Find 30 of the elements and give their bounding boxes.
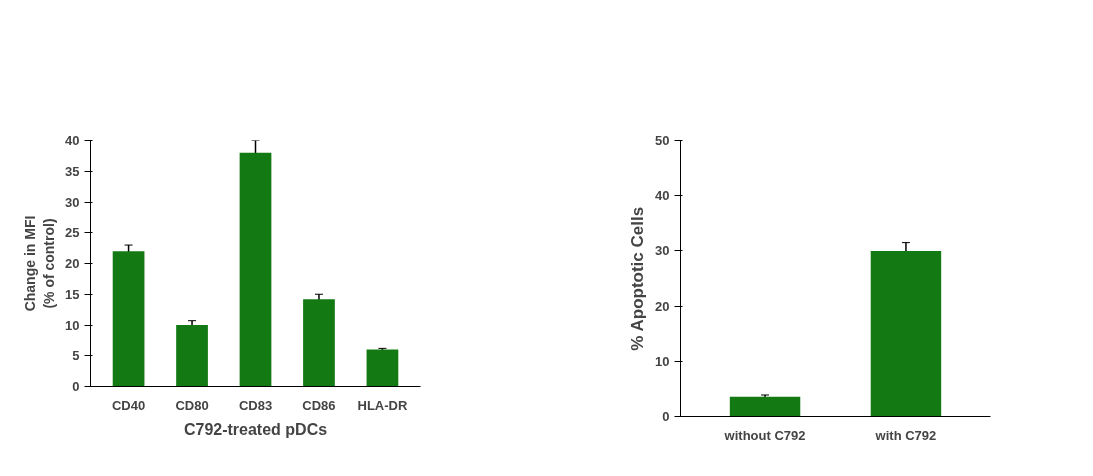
y-tick-label: 40 — [655, 188, 670, 204]
x-tick-label: HLA-DR — [357, 397, 408, 413]
y-tick-label: 25 — [65, 225, 80, 241]
y-tick-label: 0 — [662, 409, 670, 424]
y-tick-label: 30 — [655, 243, 670, 259]
x-tick-label: CD86 — [302, 397, 336, 413]
bar — [176, 325, 208, 387]
bar — [112, 251, 145, 387]
x-axis-title: C792-treated pDCs — [183, 420, 328, 438]
x-tick-label: CD40 — [111, 397, 146, 413]
x-tick-label: CD80 — [175, 397, 209, 413]
y-tick-label: 50 — [655, 133, 670, 148]
bar — [303, 299, 335, 387]
x-tick-label: without C792 — [723, 427, 806, 443]
y-tick-label: 20 — [655, 298, 670, 314]
y-tick-label: 20 — [65, 256, 80, 271]
y-tick-label: 0 — [72, 379, 80, 394]
y-axis-title: % Apoptotic Cells — [628, 206, 648, 351]
y-tick-label: 5 — [72, 348, 80, 364]
x-tick-label: CD83 — [238, 397, 273, 413]
bar — [239, 152, 272, 387]
y-tick-label: 40 — [65, 133, 80, 148]
bar — [366, 349, 399, 387]
y-tick-label: 15 — [65, 286, 80, 302]
y-tick-label: 10 — [655, 353, 670, 369]
y-tick-label: 35 — [65, 163, 80, 179]
y-tick-label: 30 — [65, 194, 80, 210]
x-tick-label: with C792 — [874, 427, 937, 443]
y-tick-label: 10 — [65, 317, 80, 333]
y-axis-title: Change in MFI (% of control) — [21, 215, 58, 312]
